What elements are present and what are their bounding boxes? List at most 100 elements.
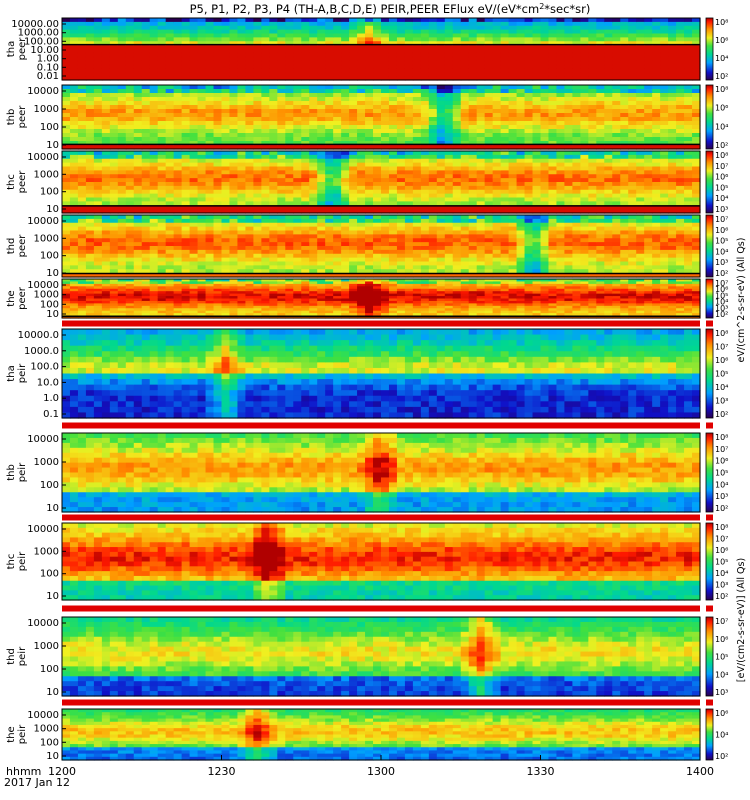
colorbar-tick-thd-peer: 10⁵ (715, 237, 728, 246)
colorbar-tick-thc-peer: 10⁴ (715, 194, 728, 203)
panel-label-type-tha-peir: peir (17, 363, 28, 383)
xtick-label: 1300 (367, 765, 395, 778)
colorbar-tick-tha-peir: 10⁴ (715, 383, 728, 392)
colorbar-tick-thc-peer: 10⁶ (715, 173, 728, 182)
separator-strip-cbar (706, 320, 713, 327)
panel-label-probe-thd-peir: thd (6, 648, 17, 665)
colorbar-tick-tha-peir: 10² (715, 410, 728, 419)
colorbar-tick-thc-peer: 10⁸ (715, 151, 728, 160)
colorbar-tick-thb-peer: 10⁶ (715, 104, 728, 113)
panel-label-type-tha-peer: peer (17, 37, 28, 61)
panel-label-type-thd-peer: peer (17, 234, 28, 258)
ytick-label-the-peir: 10000 (27, 710, 59, 721)
colorbar-tick-tha-peer: 10² (715, 72, 728, 81)
panel-label-probe-thb-peir: thb (6, 464, 17, 481)
frame-thc-peer (61, 150, 701, 214)
separator-strip-cbar (706, 514, 713, 521)
colorbar-tick-tha-peir: 10⁵ (715, 370, 728, 379)
frame-tha-peer (61, 17, 701, 81)
separator-strip-cbar (706, 605, 713, 612)
colorbar-label-upper: eV/(cm^2-s-sr-eV) (All Qs) (736, 238, 747, 363)
colorbar-tick-thd-peer: 10⁴ (715, 247, 728, 256)
colorbar-tick-thd-peir: 10⁵ (715, 653, 728, 662)
ytick-label-tha-peer: 100.00 (24, 36, 59, 47)
panel-label-type-thc-peir: peir (17, 551, 28, 571)
frame-tha-peir (61, 328, 701, 419)
ytick-label-thd-peer: 10000 (27, 216, 59, 227)
ytick-label-tha-peir: 10.0 (37, 377, 59, 388)
colorbar-tick-thd-peir: 10⁶ (715, 635, 728, 644)
colorbar-thc-peer (705, 150, 714, 214)
figure-title: P5, P1, P2, P3, P4 (TH-A,B,C,D,E) PEIR,P… (190, 2, 591, 16)
xtick-label: 1200 (48, 765, 76, 778)
heatmap-tha-peer (62, 18, 701, 81)
xtick-label: 1400 (686, 765, 714, 778)
ytick-label-thc-peir: 100 (40, 569, 59, 580)
ytick-label-thb-peer: 1000 (34, 104, 59, 115)
heatmap-thb-peer (62, 85, 701, 150)
heatmap-thd-peer (62, 215, 701, 278)
panel-label-type-the-peer: peer (17, 286, 28, 310)
panel-label-probe-thb-peer: thb (6, 109, 17, 126)
ytick-label-thd-peer: 1000 (34, 233, 59, 244)
ytick-label-tha-peer: 1.00 (37, 54, 59, 65)
colorbar-tha-peer (705, 17, 714, 81)
colorbar-tick-thc-peir: 10⁸ (715, 523, 728, 532)
panel-label-probe-tha-peir: tha (6, 365, 17, 381)
heatmap-thc-peer (62, 151, 701, 214)
colorbar-tick-thb-peir: 10² (715, 504, 728, 513)
colorbar-tha-peir (705, 328, 714, 419)
panel-label-probe-thc-peir: thc (6, 554, 17, 570)
ytick-label-tha-peir: 1.0 (43, 393, 59, 404)
colorbar-thd-peir (705, 616, 714, 697)
panel-tha-peir: 10000.0 1000.0 100.0 10.0 1.0 0.1 tha peir 10⁸ 10… (6, 328, 728, 429)
panel-label-probe-thd-peer: thd (6, 238, 17, 255)
colorbar-tick-the-peir: 10² (715, 752, 728, 761)
colorbar-tick-thb-peir: 10⁴ (715, 480, 728, 489)
ytick-label-the-peer: 10000 (27, 280, 59, 291)
panel-label-type-thd-peir: peir (17, 646, 28, 666)
panel-thb-peer: 10000 1000 100 10 thb peer 10⁸ 10⁶ 10⁴ 10² (6, 84, 728, 151)
ytick-label-thd-peir: 10000 (27, 618, 59, 629)
colorbar-tick-thb-peir: 10⁵ (715, 469, 728, 478)
heatmap-the-peir (62, 709, 701, 761)
panel-the-peir: 10000 1000 100 10 the peir 10⁶ 10⁴ 10² (6, 708, 728, 762)
panel-label-type-thb-peir: peir (17, 462, 28, 482)
frame-thd-peer (61, 214, 701, 278)
colorbar-tick-thc-peer: 10³ (715, 205, 728, 214)
ytick-label-thc-peer: 1000 (34, 169, 59, 180)
xtick-label: 1230 (208, 765, 236, 778)
colorbar-tick-thc-peir: 10⁶ (715, 546, 728, 555)
xtick-label: 1330 (527, 765, 555, 778)
colorbar-tick-tha-peer: 10⁶ (715, 36, 728, 45)
colorbar-thc-peir (705, 522, 714, 601)
colorbar-the-peir (705, 708, 714, 761)
ytick-label-the-peir: 1000 (34, 724, 59, 735)
colorbar-tick-the-peir: 10⁴ (715, 731, 728, 740)
ytick-label-thb-peir: 1000 (34, 457, 59, 468)
colorbar-tick-thd-peer: 10⁷ (715, 215, 728, 224)
heatmap-thd-peir (62, 617, 701, 697)
ytick-label-thc-peir: 10000 (27, 524, 59, 535)
colorbar-tick-thc-peir: 10³ (715, 581, 728, 590)
ytick-label-the-peir: 10 (46, 751, 59, 762)
ytick-label-the-peer: 1000 (34, 290, 59, 301)
frame-thd-peir (61, 616, 701, 697)
ytick-label-thb-peer: 10 (46, 140, 59, 151)
ytick-label-tha-peer: 0.01 (37, 71, 59, 82)
colorbar-tick-tha-peer: 10⁸ (715, 18, 728, 27)
colorbar-tick-thb-peer: 10² (715, 141, 728, 150)
colorbar-tick-tha-peir: 10⁸ (715, 329, 728, 338)
separator-strip (62, 699, 700, 706)
colorbar-tick-tha-peir: 10⁶ (715, 356, 728, 365)
colorbar-tick-thd-peer: 10³ (715, 258, 728, 267)
ytick-label-thb-peer: 100 (40, 122, 59, 133)
heatmap-tha-peir (62, 329, 701, 419)
colorbar-tick-the-peer: 10⁷ (715, 279, 728, 288)
